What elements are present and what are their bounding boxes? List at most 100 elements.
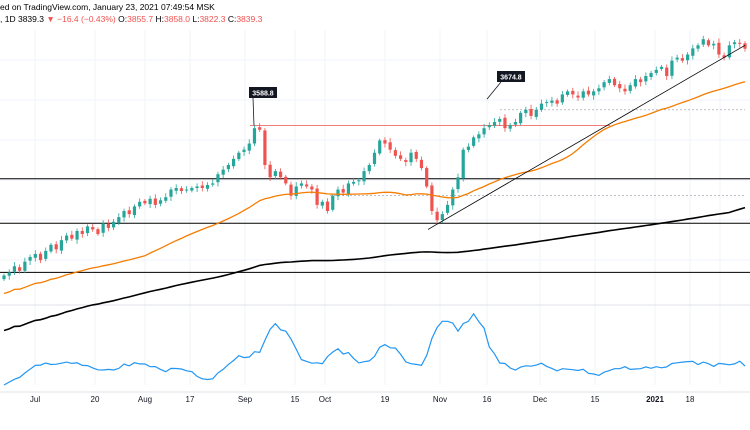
candle-body	[331, 195, 335, 210]
x-tick-label: 17	[186, 395, 195, 404]
candle-body	[247, 143, 251, 151]
x-tick-label: Sep	[238, 395, 253, 404]
candle-body	[59, 240, 64, 251]
candle-body	[685, 54, 690, 61]
candle-body	[242, 149, 246, 152]
horizontal-levels	[0, 109, 750, 273]
candle-body	[659, 66, 664, 69]
header-open: 3855.7	[127, 14, 154, 24]
candle-body	[258, 127, 262, 130]
x-tick-label: Oct	[319, 395, 332, 404]
candle-body	[612, 78, 617, 86]
candle-body	[346, 183, 351, 194]
candle-body	[38, 253, 43, 261]
candle-body	[190, 188, 194, 191]
candle-body	[602, 82, 606, 88]
candle-body	[268, 164, 272, 178]
candle-body	[722, 55, 726, 58]
candle-body	[404, 160, 408, 162]
candle-body	[388, 142, 392, 150]
candle-body	[691, 48, 695, 56]
chart-header: ed on TradingView.com, January 23, 2021 …	[0, 2, 215, 12]
candle-body	[466, 146, 471, 150]
candle-body	[696, 45, 700, 49]
x-tick-label: 16	[483, 395, 492, 404]
callout-label: 3674.8	[500, 75, 522, 82]
x-tick-label: Jul	[30, 395, 40, 404]
candle-body	[65, 235, 69, 241]
candle-body	[717, 42, 721, 55]
candle-body	[273, 171, 277, 177]
candle-body	[623, 88, 627, 92]
candle-body	[592, 91, 596, 96]
candle-body	[409, 152, 413, 163]
candle-body	[498, 118, 502, 122]
candle-body	[195, 186, 199, 189]
candle-body	[221, 169, 225, 175]
candle-body	[581, 91, 585, 98]
candle-body	[28, 257, 32, 261]
header-interval: , 1D	[0, 14, 16, 24]
candle-body	[341, 189, 345, 193]
candle-body	[576, 95, 580, 98]
candle-body	[80, 230, 84, 235]
candle-body	[96, 229, 100, 235]
candle-body	[106, 223, 110, 228]
candle-body	[482, 128, 486, 135]
candle-body	[456, 177, 460, 190]
candle-body	[289, 184, 293, 196]
candle-body	[738, 42, 742, 44]
header-low: 3822.3	[199, 14, 226, 24]
x-tick-label: 19	[381, 395, 390, 404]
callout-leader	[486, 81, 502, 100]
candle-body	[524, 109, 528, 114]
candle-body	[185, 189, 189, 191]
callout-3674.8: 3674.8	[486, 71, 525, 100]
candle-body	[545, 102, 549, 104]
candle-body	[148, 198, 152, 205]
candle-body	[263, 130, 267, 165]
candle-body	[325, 201, 330, 212]
candle-body	[425, 168, 429, 187]
candle-body	[367, 165, 371, 172]
callout-label: 3588.8	[252, 91, 274, 98]
candle-body	[362, 171, 366, 182]
candle-body	[586, 90, 591, 95]
x-tick-label: 2021	[646, 395, 664, 404]
candle-body	[205, 184, 210, 189]
x-axis: Jul 20 Aug 17 Sep 15 Oct 19 Nov 16 Dec 15 2021 18	[0, 391, 750, 404]
header-change: −16.4 (−0.43%)	[57, 14, 116, 24]
x-tick-label: Nov	[433, 395, 447, 404]
candle-body	[398, 155, 403, 159]
candle-body	[310, 186, 314, 190]
candle-body	[675, 57, 679, 60]
candle-body	[383, 140, 387, 144]
trendline	[427, 44, 746, 230]
candle-body	[200, 185, 204, 189]
candle-body	[372, 152, 377, 165]
candle-body	[169, 189, 173, 197]
candle-body	[618, 84, 622, 89]
candle-body	[132, 206, 137, 216]
annotations: 3588.8 3674.8	[249, 44, 746, 230]
callout-leader	[252, 97, 255, 126]
candle-body	[284, 176, 288, 184]
down-arrow-icon: ▼	[46, 14, 55, 24]
header-close: 3839.3	[236, 14, 263, 24]
candle-body	[18, 267, 22, 271]
candle-body	[560, 94, 564, 103]
candle-body	[701, 39, 705, 45]
indicator-pane	[3, 312, 746, 386]
candle-body	[278, 171, 283, 178]
candle-body	[12, 266, 17, 272]
candle-body	[649, 72, 653, 78]
callout-3588.8: 3588.8	[249, 87, 277, 126]
candle-body	[44, 250, 48, 259]
candle-body	[539, 103, 544, 110]
candle-body	[2, 275, 6, 280]
x-tick-label: 18	[686, 395, 695, 404]
candle-body	[712, 43, 716, 46]
candle-body	[143, 200, 147, 204]
candle-body	[75, 230, 79, 240]
